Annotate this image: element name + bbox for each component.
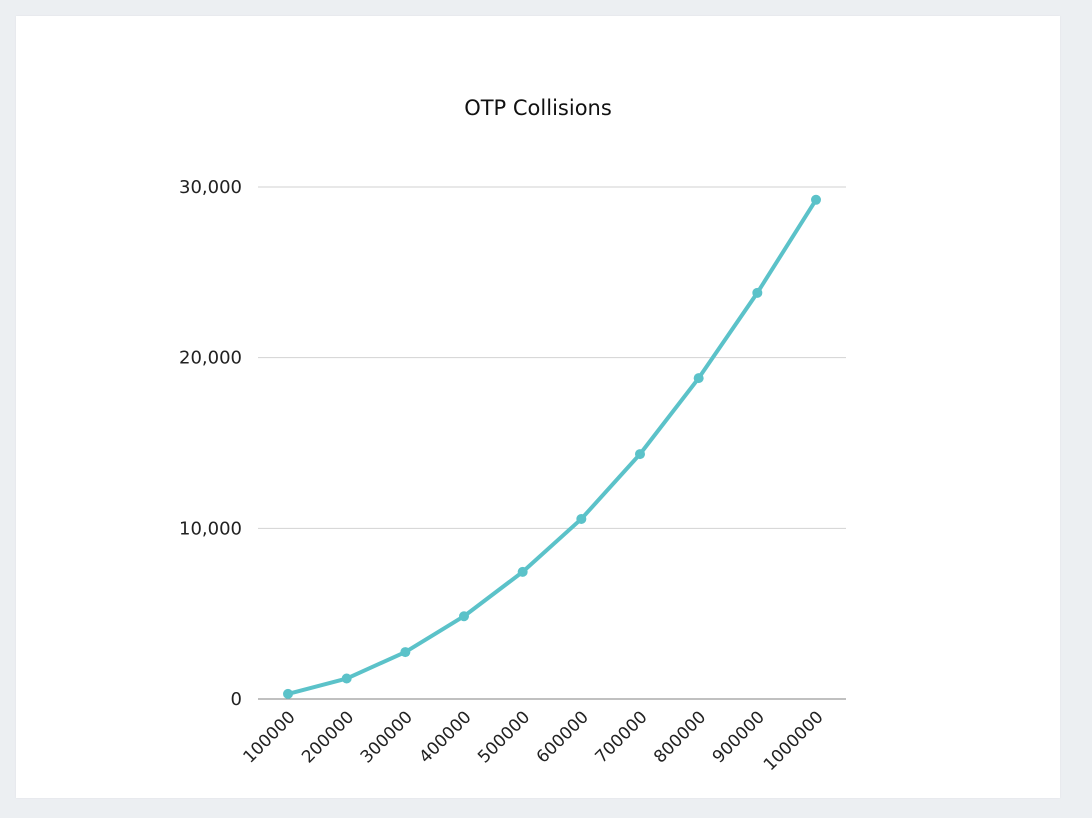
chart-title: OTP Collisions (464, 96, 612, 120)
line-chart: 0 10,000 20,000 30,000 10000020000030000040… (179, 177, 846, 775)
y-tick-label: 10,000 (179, 518, 242, 539)
data-point (341, 673, 352, 684)
chart-card: OTP Collisions 0 10,000 20,000 30,000 10000… (16, 16, 1060, 798)
x-tick-label: 1000000 (760, 707, 828, 775)
x-tick-label: 700000 (591, 707, 651, 767)
y-tick-label: 20,000 (179, 348, 242, 369)
series-line (286, 197, 818, 696)
x-tick-label: 200000 (298, 707, 358, 767)
y-tick-label: 0 (231, 689, 242, 710)
x-tick-label: 600000 (533, 707, 593, 767)
x-tick-label: 300000 (357, 707, 417, 767)
data-point (811, 194, 821, 205)
x-tick-label: 400000 (415, 707, 475, 767)
data-point (635, 449, 645, 460)
data-point (400, 647, 411, 658)
data-point (459, 611, 469, 622)
data-point (693, 373, 704, 384)
x-tick-label: 100000 (239, 707, 299, 767)
x-tick-label: 900000 (709, 707, 769, 767)
y-tick-label: 30,000 (179, 177, 242, 198)
data-point (576, 513, 587, 524)
data-point (517, 566, 528, 577)
data-point (283, 688, 293, 699)
x-tick-label: 800000 (650, 707, 710, 767)
x-tick-label: 500000 (474, 707, 534, 767)
data-point (752, 287, 763, 298)
